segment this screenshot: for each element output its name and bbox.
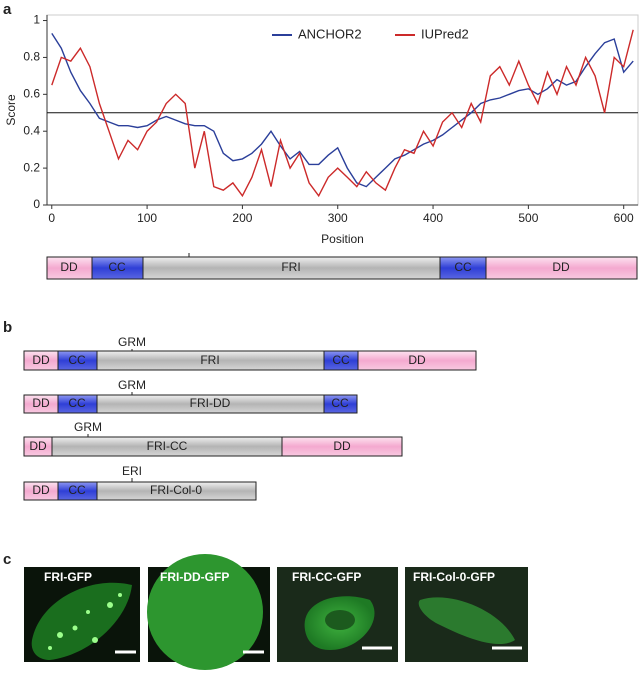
image-label: FRI-CC-GFP bbox=[292, 570, 361, 584]
x-tick-label: 400 bbox=[423, 211, 443, 225]
image-label: FRI-DD-GFP bbox=[160, 570, 229, 584]
segment-label: DD bbox=[32, 483, 50, 497]
panel-label: a bbox=[3, 1, 12, 18]
segment-label: CC bbox=[68, 396, 86, 410]
site-label: GRM bbox=[74, 420, 102, 434]
x-tick-label: 500 bbox=[518, 211, 538, 225]
segment-label: DD bbox=[408, 353, 426, 367]
segment-label: CC bbox=[68, 483, 86, 497]
x-tick-label: 100 bbox=[137, 211, 157, 225]
y-tick-label: 0.2 bbox=[23, 160, 40, 174]
x-tick-label: 200 bbox=[232, 211, 252, 225]
panel-label: b bbox=[3, 319, 12, 336]
series-line bbox=[51, 29, 634, 198]
panel-label: c bbox=[3, 551, 11, 568]
domain-label: CC bbox=[108, 260, 126, 274]
y-tick-label: 0.8 bbox=[23, 50, 40, 64]
segment-label: DD bbox=[333, 439, 351, 453]
y-tick-label: 1 bbox=[33, 13, 40, 27]
construct: GRM DD CC FRI CC DD bbox=[23, 335, 477, 371]
segment-label: FRI-CC bbox=[147, 439, 188, 453]
segment-label: DD bbox=[32, 353, 50, 367]
image-label: FRI-Col-0-GFP bbox=[413, 570, 495, 584]
segment-label: FRI-Col-0 bbox=[150, 483, 202, 497]
plot-frame bbox=[46, 14, 639, 206]
micrograph: FRI-DD-GFP bbox=[147, 554, 270, 670]
site-label: GRM bbox=[118, 335, 146, 349]
construct: GRM DD FRI-CC DD bbox=[23, 420, 403, 457]
x-tick-label: 300 bbox=[328, 211, 348, 225]
site-label: ERI bbox=[122, 464, 142, 478]
domain-label: CC bbox=[454, 260, 472, 274]
legend-label: IUPred2 bbox=[421, 26, 469, 41]
domain-label: DD bbox=[60, 260, 78, 274]
x-axis-label: Position bbox=[321, 232, 364, 246]
y-tick-label: 0.4 bbox=[23, 123, 40, 137]
micrograph: FRI-CC-GFP bbox=[277, 567, 398, 662]
segment-label: CC bbox=[331, 396, 349, 410]
segment-label: FRI bbox=[200, 353, 219, 367]
segment-label: CC bbox=[332, 353, 350, 367]
micrograph: FRI-Col-0-GFP bbox=[405, 567, 528, 662]
domain-map: DD CC FRI CC DD bbox=[46, 253, 638, 280]
y-tick-label: 0 bbox=[33, 197, 40, 211]
x-tick-label: 0 bbox=[48, 211, 55, 225]
image-label: FRI-GFP bbox=[44, 570, 92, 584]
micrograph: FRI-GFP bbox=[24, 567, 140, 662]
domain bbox=[485, 256, 638, 280]
segment-label: DD bbox=[32, 396, 50, 410]
site-label: GRM bbox=[118, 378, 146, 392]
y-tick-label: 0.6 bbox=[23, 86, 40, 100]
domain-label: DD bbox=[552, 260, 570, 274]
construct: ERI DD CC FRI-Col-0 bbox=[23, 464, 257, 501]
y-axis-label: Score bbox=[4, 94, 18, 126]
domain-label: FRI bbox=[281, 260, 300, 274]
construct: GRM DD CC FRI-DD CC bbox=[23, 378, 358, 414]
segment-label: DD bbox=[29, 439, 47, 453]
segment-label: FRI-DD bbox=[190, 396, 231, 410]
chart: 0 0.2 0.4 0.6 0.8 1 0 100 200 300 400 500 600 Positio… bbox=[4, 13, 639, 246]
x-tick-label: 600 bbox=[614, 211, 634, 225]
segment-label: CC bbox=[68, 353, 86, 367]
series-line bbox=[51, 33, 634, 188]
legend-label: ANCHOR2 bbox=[298, 26, 362, 41]
